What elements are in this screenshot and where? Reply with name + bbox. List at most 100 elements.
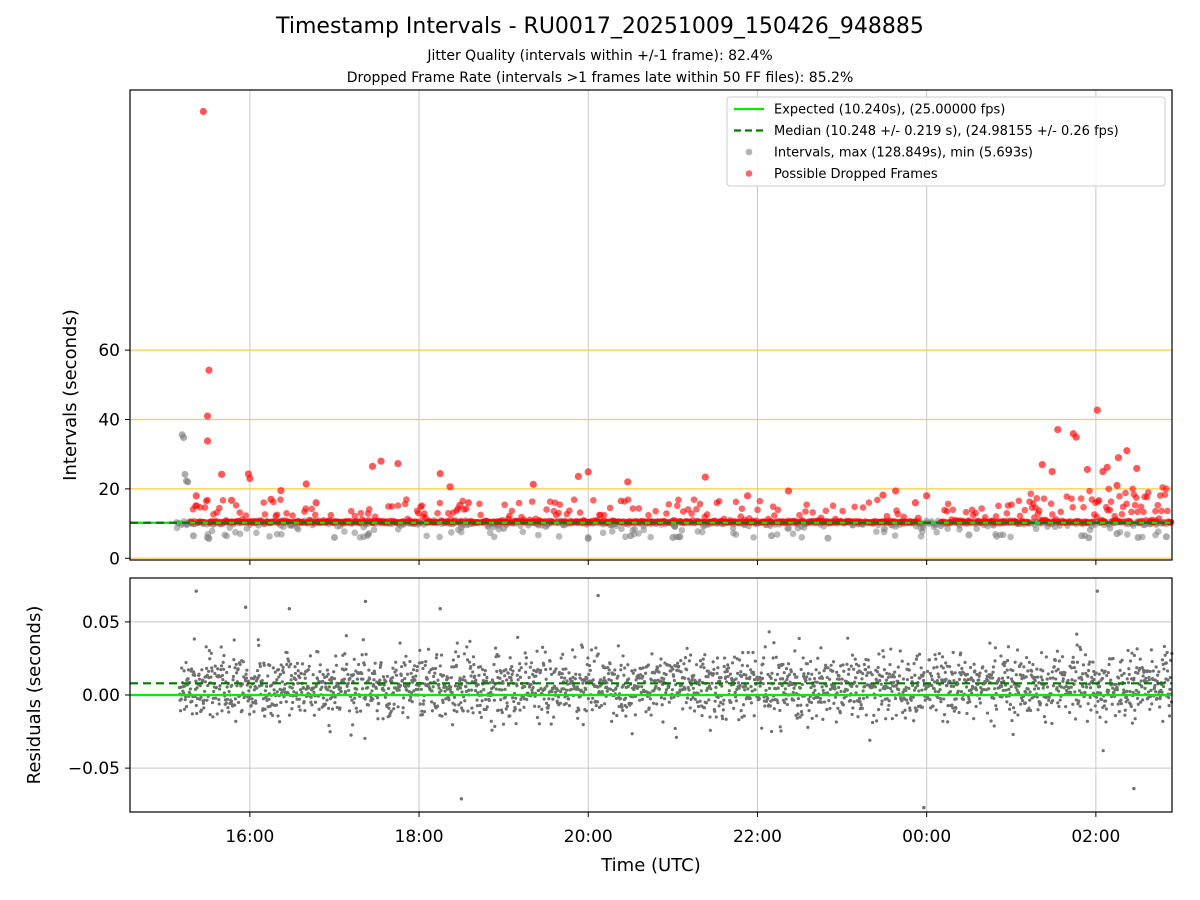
residual-point (868, 738, 872, 742)
residual-point (848, 698, 853, 702)
residual-point (846, 636, 850, 640)
residual-point (736, 681, 740, 685)
dropped-frame-point (574, 472, 582, 481)
residual-point (954, 697, 958, 701)
residual-point (658, 664, 662, 668)
dropped-frame-point (1033, 495, 1041, 502)
residual-point (1025, 708, 1029, 713)
residual-point (347, 709, 352, 713)
residual-point (500, 688, 504, 692)
interval-point (678, 526, 686, 534)
interval-point (599, 529, 607, 537)
residual-point (500, 710, 504, 715)
residual-point (278, 672, 283, 677)
residual-point (192, 637, 196, 641)
residual-point (316, 650, 320, 654)
residual-point (748, 675, 752, 679)
residual-point (490, 678, 495, 682)
residual-point (362, 663, 367, 667)
residual-point (822, 669, 826, 673)
residual-point (1122, 671, 1126, 676)
residual-point (780, 684, 784, 688)
residual-point (1154, 690, 1158, 694)
residual-point (182, 707, 187, 711)
residual-point (213, 664, 217, 668)
residual-point (978, 701, 983, 705)
residual-point (1044, 655, 1048, 659)
interval-point (700, 522, 707, 530)
residual-point (633, 668, 637, 672)
residual-point (256, 638, 260, 642)
residual-point (476, 691, 480, 695)
residual-point (609, 678, 613, 683)
residual-point (1167, 714, 1172, 718)
residual-point (825, 707, 829, 712)
residual-point (584, 687, 588, 692)
residual-point (874, 677, 878, 681)
residual-point (325, 698, 329, 702)
residual-point (878, 688, 882, 692)
residual-point (446, 676, 450, 680)
residual-point (696, 704, 701, 709)
residual-point (632, 686, 636, 690)
residual-point (586, 656, 590, 660)
residual-point (219, 645, 223, 649)
residual-point (330, 695, 334, 699)
residual-point (473, 674, 477, 678)
interval-point (640, 526, 648, 534)
residual-point (934, 708, 938, 712)
residual-point (1011, 706, 1016, 710)
residual-point (692, 673, 696, 677)
residual-point (1005, 700, 1009, 704)
interval-point (627, 532, 635, 540)
residual-point (827, 677, 832, 681)
residual-point (802, 672, 806, 676)
residual-point (693, 697, 697, 701)
residual-point (799, 709, 804, 714)
dropped-frame-point (701, 473, 709, 481)
residual-point (1026, 669, 1030, 673)
interval-point (180, 434, 188, 442)
residual-point (858, 700, 862, 704)
residual-point (952, 678, 956, 683)
residual-point (728, 672, 733, 676)
residual-point (1123, 713, 1127, 717)
residual-point (347, 688, 351, 693)
x-tick-label: 16:00 (225, 827, 274, 847)
residual-point (906, 701, 910, 705)
residual-point (296, 681, 300, 685)
residual-point (1103, 699, 1108, 703)
residual-point (894, 713, 898, 717)
residual-point (734, 699, 739, 703)
residual-point (991, 670, 995, 674)
residual-point (725, 669, 729, 673)
residual-point (712, 667, 716, 672)
residual-point (1133, 708, 1137, 712)
residual-point (935, 678, 939, 683)
residual-point (679, 659, 683, 663)
residual-point (761, 682, 765, 686)
chart-subtitle-dropped: Dropped Frame Rate (intervals >1 frames … (346, 70, 854, 86)
residual-point (900, 659, 904, 663)
dropped-frame-point (715, 497, 723, 505)
residual-point (993, 659, 997, 663)
residual-point (559, 690, 563, 694)
residual-point (197, 672, 201, 676)
residual-point (684, 701, 688, 705)
dropped-frame-point (1158, 507, 1165, 515)
residual-point (1111, 686, 1115, 690)
residual-point (950, 703, 954, 707)
residual-point (469, 688, 474, 692)
residual-point (771, 656, 775, 660)
residual-point (404, 654, 408, 658)
residual-point (383, 695, 388, 700)
interval-point (1051, 523, 1059, 531)
residual-point (804, 678, 808, 682)
residual-point (740, 715, 744, 719)
residual-point (881, 649, 885, 653)
residual-point (501, 722, 506, 726)
residual-point (203, 680, 208, 684)
residual-point (522, 705, 526, 709)
residual-point (270, 713, 275, 718)
interval-point (1123, 531, 1131, 538)
